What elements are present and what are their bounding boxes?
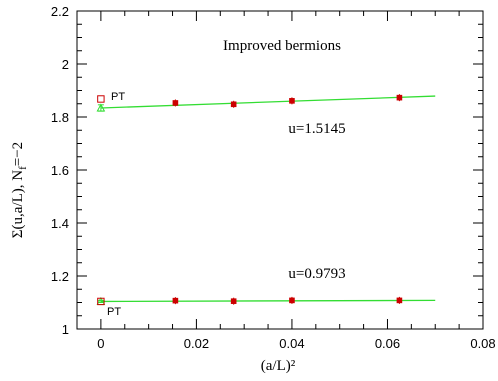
data-point xyxy=(230,101,237,108)
y-axis-title-main: Σ(u,a/L), N xyxy=(10,170,26,238)
data-point xyxy=(396,297,403,304)
y-axis-title-tail: =−2 xyxy=(10,142,26,166)
fit-line xyxy=(100,95,436,109)
pt-square xyxy=(97,95,105,103)
x-axis-title: (a/L)² xyxy=(261,358,296,374)
fit-lines xyxy=(100,95,436,303)
series-label-upper: u=1.5145 xyxy=(288,121,345,137)
y-tick-label: 1.8 xyxy=(51,110,69,125)
annotations: Improved bermions u=1.5145 u=0.9793 PT P… xyxy=(10,38,346,374)
chart-title: Improved bermions xyxy=(223,38,341,54)
data-point xyxy=(289,98,295,104)
fit-line xyxy=(100,299,436,303)
y-tick-label: 2.2 xyxy=(51,4,69,19)
y-tick-label: 2 xyxy=(62,57,69,72)
x-tick-label: 0.06 xyxy=(375,336,400,351)
data-point xyxy=(172,297,179,304)
y-tick-label: 1 xyxy=(62,322,69,337)
series-label-lower: u=0.9793 xyxy=(288,266,345,282)
x-tick-label: 0.04 xyxy=(279,336,304,351)
x-tick-label: 0.02 xyxy=(184,336,209,351)
pt-label-lower: PT xyxy=(107,306,121,318)
y-axis-title: Σ(u,a/L), Nf=−2 xyxy=(10,142,29,238)
plot-frame xyxy=(76,10,484,330)
x-tick-label: 0.08 xyxy=(470,336,495,351)
data-point xyxy=(230,298,237,304)
y-tick-label: 1.6 xyxy=(51,163,69,178)
axes: 0 0.02 0.04 0.06 0.08 1 1.2 1.4 1.6 1.8 2 2.2 xyxy=(51,4,496,351)
data-points xyxy=(96,94,403,306)
pt-label-upper: PT xyxy=(111,91,125,103)
x-tick-label: 0 xyxy=(97,336,104,351)
y-tick-label: 1.2 xyxy=(51,269,69,284)
extrapolation-triangle xyxy=(96,103,106,112)
y-tick-label: 1.4 xyxy=(51,216,69,231)
y-axis-title-sub: f xyxy=(17,166,29,170)
data-point xyxy=(172,100,179,106)
data-point xyxy=(396,94,403,101)
data-point xyxy=(289,297,295,304)
pt-square xyxy=(97,297,105,306)
